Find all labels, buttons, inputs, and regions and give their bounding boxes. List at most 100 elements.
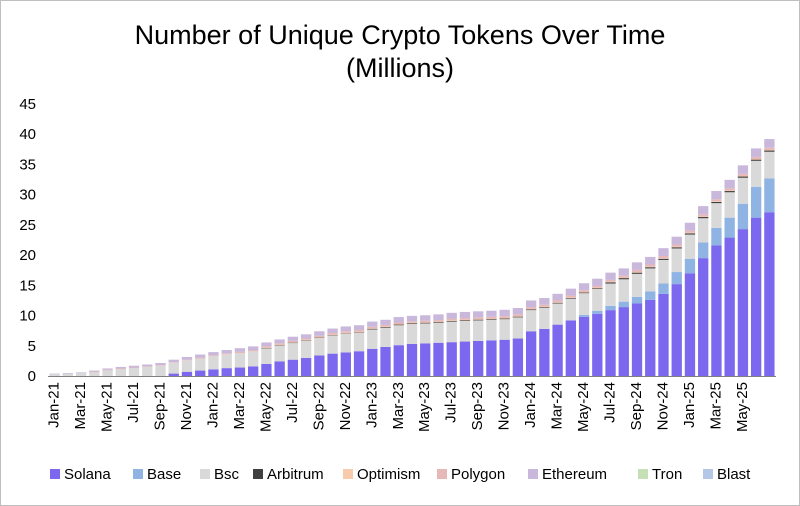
bar-segment-base-47 xyxy=(671,272,682,285)
bar-segment-arbitrum-45 xyxy=(645,267,656,269)
x-axis: Jan-21 Mar-21 May-21 Jul-21 Sep-21 Nov-21 Jan-… xyxy=(46,376,776,432)
bar-segment-optimism-33 xyxy=(486,318,497,320)
bar-segment-bsc-49 xyxy=(698,218,709,243)
bar-segment-bsc-54 xyxy=(764,151,775,179)
bar-segment-ethereum-54 xyxy=(764,139,775,148)
x-tick-label: Nov-23 xyxy=(496,382,513,430)
bar-segment-ethereum-53 xyxy=(750,148,762,157)
bar-segment-ethereum-50 xyxy=(711,191,722,200)
legend-label-blast: Blast xyxy=(717,466,751,483)
bar-segment-bsc-51 xyxy=(724,192,735,218)
legend-swatch-blast xyxy=(703,469,713,479)
bar-segment-arbitrum-49 xyxy=(698,217,709,219)
bar-segment-solana-19 xyxy=(300,357,312,376)
bar-segment-polygon-43 xyxy=(618,275,629,278)
bar-segment-bsc-2 xyxy=(75,372,87,376)
bar-segment-optimism-18 xyxy=(287,342,299,343)
bar-segment-arbitrum-44 xyxy=(631,272,643,274)
bar-segment-solana-37 xyxy=(539,328,550,376)
y-tick-label: 25 xyxy=(19,217,36,234)
bar-segment-ethereum-48 xyxy=(684,222,696,231)
bar-segment-solana-32 xyxy=(473,340,484,376)
legend-swatch-solana xyxy=(50,469,60,479)
bar-segment-polygon-6 xyxy=(128,367,140,369)
legend-swatch-base xyxy=(133,469,143,479)
legend-label-tron: Tron xyxy=(652,466,682,483)
bar-segment-bsc-18 xyxy=(287,342,299,360)
bar-segment-solana-26 xyxy=(393,345,404,376)
legend-label-solana: Solana xyxy=(64,466,111,483)
bar-segment-solana-13 xyxy=(221,368,232,376)
bar-segment-bsc-14 xyxy=(234,353,246,368)
chart-subtitle: (Millions) xyxy=(346,53,454,83)
bar-segment-bsc-7 xyxy=(142,366,153,376)
x-tick-label: Jul-21 xyxy=(125,382,142,423)
legend-swatch-polygon xyxy=(437,469,447,479)
y-tick-label: 5 xyxy=(28,338,36,355)
bar-segment-arbitrum-19 xyxy=(300,340,312,341)
bar-segment-solana-10 xyxy=(181,371,193,376)
bar-segment-polygon-46 xyxy=(658,256,669,259)
legend-label-ethereum: Ethereum xyxy=(542,466,607,483)
bar-segment-solana-34 xyxy=(499,339,510,376)
bar-segment-bsc-37 xyxy=(539,307,550,329)
bar-segment-ethereum-14 xyxy=(234,348,246,352)
bar-segment-polygon-11 xyxy=(195,357,206,359)
bar-segment-ethereum-45 xyxy=(645,256,656,265)
bar-segment-polygon-18 xyxy=(287,340,299,343)
bar-segment-polygon-19 xyxy=(300,338,312,340)
bar-segment-arbitrum-43 xyxy=(618,278,629,280)
bar-segment-optimism-21 xyxy=(327,334,338,336)
bar-segment-arbitrum-30 xyxy=(446,320,457,322)
bar-segment-bsc-53 xyxy=(750,160,762,187)
y-axis: 0 5 10 15 20 25 30 35 40 45 xyxy=(19,96,36,385)
bar-segment-ethereum-4 xyxy=(102,368,113,370)
bar-segment-base-52 xyxy=(737,203,749,230)
bar-segment-base-53 xyxy=(750,186,762,218)
bar-segment-polygon-51 xyxy=(724,188,735,191)
bar-segment-ethereum-33 xyxy=(486,310,497,317)
bar-segment-arbitrum-54 xyxy=(764,150,775,152)
bar-segment-arbitrum-48 xyxy=(684,233,696,235)
bar-segment-polygon-45 xyxy=(645,264,656,267)
bar-segment-solana-43 xyxy=(618,307,629,376)
bar-segment-optimism-32 xyxy=(473,319,484,320)
bar-segment-optimism-52 xyxy=(737,175,749,177)
x-tick-label: May-23 xyxy=(416,382,433,432)
bar-segment-polygon-9 xyxy=(168,362,179,363)
bar-segment-bsc-42 xyxy=(605,283,616,306)
bar-segment-polygon-23 xyxy=(353,330,365,332)
bar-segment-polygon-52 xyxy=(737,173,749,176)
x-tick-label: Sep-21 xyxy=(152,382,169,430)
bar-segment-ethereum-29 xyxy=(433,314,444,321)
bar-segment-ethereum-51 xyxy=(724,179,735,189)
bar-segment-polygon-31 xyxy=(459,317,471,320)
bar-segment-polygon-3 xyxy=(89,371,100,373)
bar-segment-ethereum-1 xyxy=(62,372,74,374)
bar-segment-bsc-26 xyxy=(393,325,404,346)
bar-segment-optimism-42 xyxy=(605,281,616,283)
bar-segment-optimism-40 xyxy=(578,291,590,293)
bar-segment-arbitrum-26 xyxy=(393,324,404,326)
bar-segment-polygon-42 xyxy=(605,279,616,282)
bar-segment-bsc-41 xyxy=(592,288,603,311)
bar-segment-ethereum-7 xyxy=(142,364,153,367)
y-tick-label: 0 xyxy=(28,368,36,385)
x-tick-label: Nov-24 xyxy=(655,382,672,430)
bar-segment-polygon-36 xyxy=(525,307,537,309)
bar-segment-bsc-40 xyxy=(578,293,590,315)
bar-segment-ethereum-24 xyxy=(367,321,378,327)
x-tick-label: May-21 xyxy=(99,382,116,432)
bar-segment-polygon-25 xyxy=(380,324,391,327)
bar-segment-ethereum-35 xyxy=(512,308,524,315)
bar-segment-optimism-41 xyxy=(592,287,603,289)
bar-segment-polygon-41 xyxy=(592,285,603,288)
bar-segment-ethereum-12 xyxy=(208,352,219,356)
bar-segment-bsc-1 xyxy=(62,373,74,376)
bar-segment-ethereum-40 xyxy=(578,283,590,291)
bar-segment-bsc-19 xyxy=(300,340,312,358)
bar-segment-ethereum-42 xyxy=(605,272,616,280)
legend-label-polygon: Polygon xyxy=(451,466,505,483)
bar-segment-polygon-50 xyxy=(711,199,722,202)
